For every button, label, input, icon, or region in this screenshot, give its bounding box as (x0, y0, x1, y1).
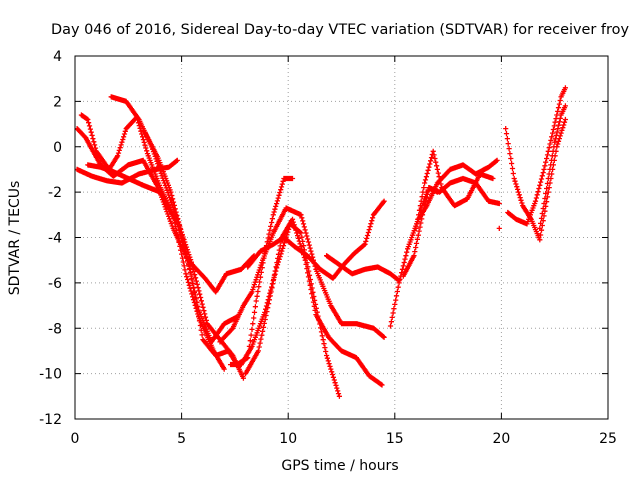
data-marks-outlier (496, 225, 502, 231)
y-tick-label: -8 (48, 321, 62, 337)
data-marks-track-k (324, 253, 402, 284)
x-tick-label: 5 (177, 431, 186, 447)
y-tick-label: 4 (53, 49, 62, 65)
data-marks-track-g (217, 205, 387, 345)
data-marks-track-i (243, 216, 385, 388)
x-tick-label: 10 (279, 431, 297, 447)
y-tick-label: -10 (39, 367, 62, 383)
tick-marks (74, 55, 609, 420)
series-track-g (217, 205, 387, 345)
y-tick-label: 0 (53, 140, 62, 156)
x-tick-label: 20 (492, 431, 510, 447)
series-track-p (503, 116, 568, 243)
series-track-r (537, 103, 568, 231)
data-marks-track-o (400, 185, 440, 279)
series-track-f (142, 130, 240, 345)
y-tick-label: -12 (39, 412, 62, 428)
x-tick-label: 15 (386, 431, 404, 447)
chart-title: Day 046 of 2016, Sidereal Day-to-day VTE… (51, 22, 629, 38)
y-axis-label: SDTVAR / TECUs (7, 181, 23, 296)
data-marks-track-r (537, 103, 568, 231)
x-tick-labels: 0 5 10 15 20 25 (71, 431, 617, 447)
series-track-i (243, 216, 385, 388)
series-track-k (324, 253, 402, 284)
y-tick-label: -2 (48, 185, 62, 201)
x-axis-label: GPS time / hours (281, 458, 398, 474)
series-track-l (387, 157, 500, 329)
data-marks-track-j (245, 198, 387, 281)
y-tick-label: -4 (48, 231, 62, 247)
data-marks-track-l (387, 157, 500, 329)
y-tick-label: -6 (48, 276, 62, 292)
y-tick-label: 2 (53, 94, 62, 110)
series-track-j (245, 198, 387, 281)
series-track-q (505, 85, 568, 227)
series-track-o (400, 185, 440, 279)
y-tick-labels: -12 -10 -8 -6 -4 -2 0 2 4 (39, 49, 62, 428)
data-points (74, 85, 568, 399)
data-marks-track-f (142, 130, 240, 345)
data-marks-track-p (503, 116, 568, 243)
x-tick-label: 0 (71, 431, 80, 447)
x-tick-label: 25 (599, 431, 617, 447)
data-marks-track-q (505, 85, 568, 227)
series-outlier (496, 225, 502, 231)
